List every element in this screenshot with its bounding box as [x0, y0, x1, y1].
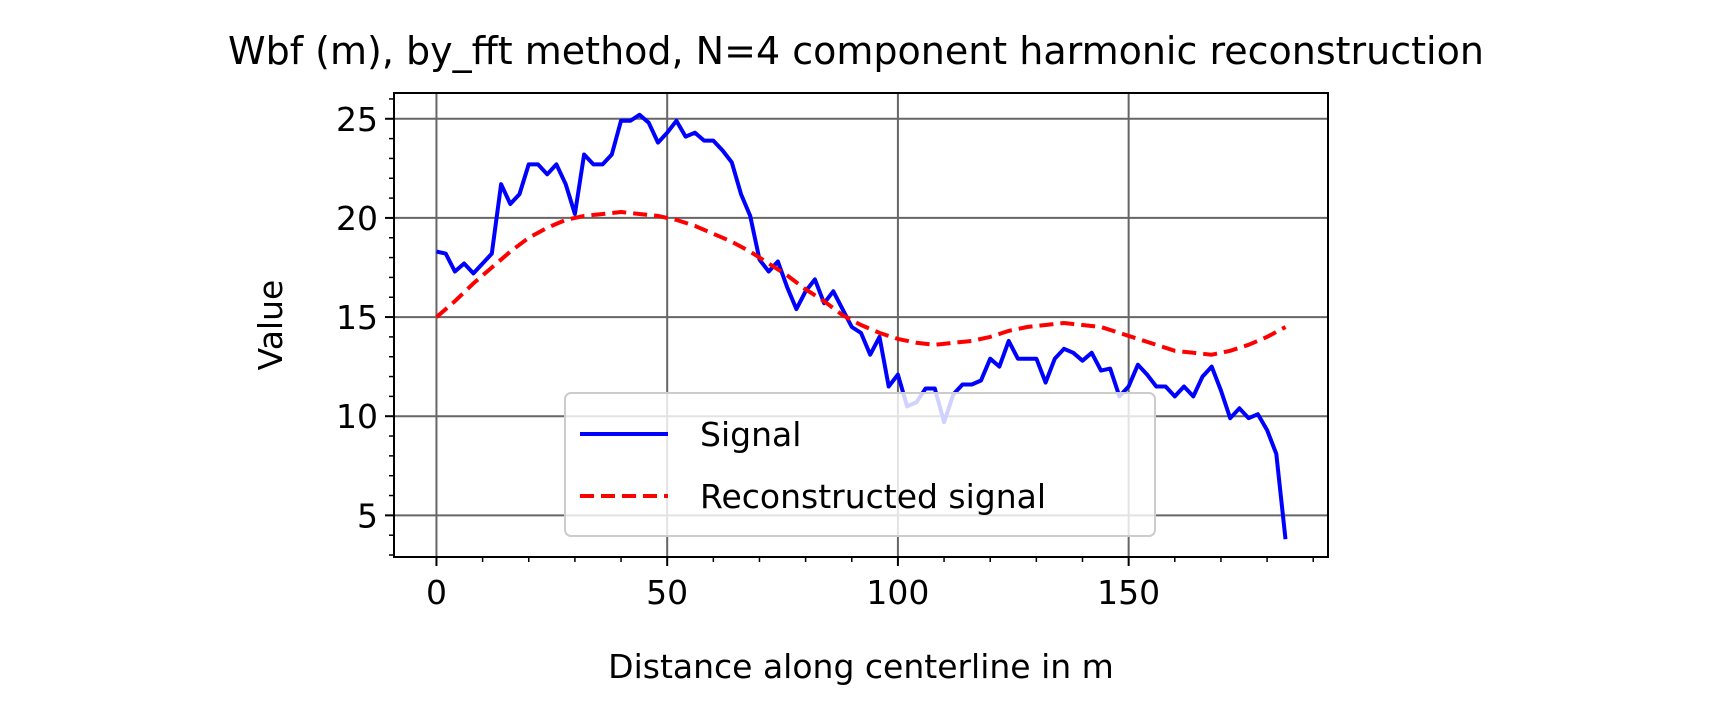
series-layer: [435, 112, 1288, 540]
x-tick-label: 150: [1097, 573, 1160, 612]
y-tick-label: 15: [336, 298, 378, 337]
chart-title: Wbf (m), by_fft method, N=4 component ha…: [228, 29, 1484, 73]
x-axis-label: Distance along centerline in m: [608, 647, 1114, 686]
series-line-reconstructed: [435, 210, 1287, 357]
legend-signal-label: Signal: [700, 415, 801, 454]
y-tick-label: 25: [336, 100, 378, 139]
x-tick-label: 100: [866, 573, 929, 612]
plot-frame: [393, 92, 1329, 558]
y-tick-label: 10: [336, 397, 378, 436]
y-tick-label: 20: [336, 199, 378, 238]
legend-reconstructed-label: Reconstructed signal: [700, 477, 1046, 516]
x-tick-label: 0: [426, 573, 447, 612]
x-tick-label: 50: [646, 573, 688, 612]
legend-box: [564, 392, 1156, 537]
series-line-signal: [436, 112, 1288, 540]
y-axis-label: Value: [251, 280, 290, 371]
legend: Signal Reconstructed signal: [564, 392, 1156, 537]
y-tick-label: 5: [357, 496, 378, 535]
ticks-layer: 0 50 100 150 5 10 15 20 25: [336, 98, 1314, 612]
